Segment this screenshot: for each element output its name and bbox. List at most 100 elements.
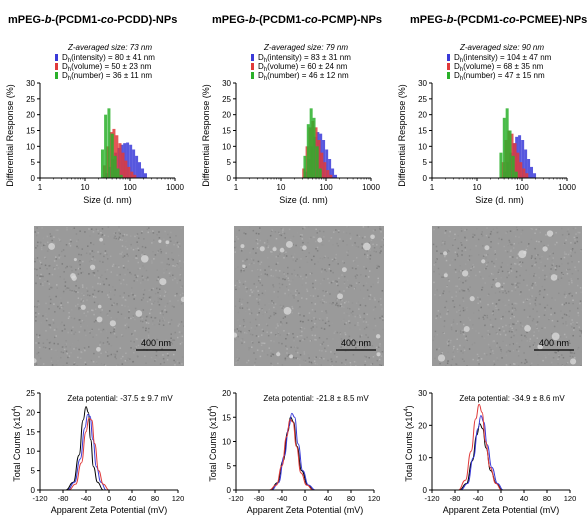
nanoparticle [180,296,184,303]
tem-image-2: 400 nm [234,226,384,366]
x-tick-label: 100 [319,183,333,192]
bar [317,140,321,178]
nanoparticle [140,254,149,263]
y-tick-label: 15 [222,413,231,422]
bar [130,171,134,178]
nanoparticle [317,237,323,243]
x-tick-label: 100 [123,183,137,192]
tem-background [34,226,184,366]
x-tick-label: -80 [254,494,265,503]
y-tick-label: 20 [26,111,35,120]
y-tick-label: 10 [222,438,231,447]
annotation: Z-averaged size: 90 nm [459,43,544,52]
x-tick-label: -40 [473,494,484,503]
x-tick-label: 10 [473,183,482,192]
y-tick-label: 25 [418,95,427,104]
panel-title-2: mPEG-b-(PCDM1-co-PCMP)-NPs [212,14,382,26]
zeta-curve [271,412,316,491]
x-tick-label: 80 [151,494,159,503]
bar [527,159,531,178]
zeta-curve [270,416,314,491]
legend-entry: Dh(volume) = 68 ± 35 nm [454,62,544,73]
y-tick-label: 15 [222,127,231,136]
nanoparticle [551,332,560,341]
bar [315,146,319,178]
y-tick-label: 10 [418,454,427,463]
nanoparticle [370,234,375,240]
x-tick-label: 0 [303,494,307,503]
zeta-chart-3: Zeta potential: -34.9 ± 8.6 mV 0 10 20 30 -12… [404,389,576,515]
nanoparticle [443,273,448,278]
nanoparticle [279,247,285,253]
bar [502,117,506,178]
y-axis-label: Total Counts (x104) [404,405,414,481]
nanoparticle [99,237,103,242]
y-tick-label: 0 [227,174,232,183]
y-tick-label: 0 [423,174,428,183]
zeta-curve [67,413,107,491]
x-axis-label: Apparent Zeta Potential (mV) [51,505,168,515]
bar [135,155,139,178]
bar [118,143,122,178]
x-tick-label: -80 [450,494,461,503]
legend-entry: Dh(number) = 36 ± 11 nm [62,71,152,82]
y-tick-label: 5 [31,158,36,167]
bar [116,168,120,178]
bar [516,152,520,178]
bar [318,168,322,178]
y-tick-label: 10 [26,447,35,456]
nanoparticle [159,278,167,286]
nanoparticle [376,352,381,357]
y-tick-label: 30 [26,79,35,88]
nanoparticle [537,343,543,350]
bar [326,170,330,178]
y-tick-label: 10 [418,142,427,151]
nanoparticle [461,270,469,277]
nanoparticle [289,354,293,359]
y-tick-label: 30 [418,389,427,398]
y-tick-label: 20 [222,389,231,398]
nanoparticle [550,274,558,281]
y-axis-label: Total Counts (x104) [12,405,22,481]
zeta-curve [458,403,502,491]
bar [306,124,310,178]
bar [119,174,123,178]
x-tick-label: 10 [277,183,286,192]
bar [303,155,307,178]
x-tick-label: 0 [107,494,111,503]
bar [519,162,523,178]
y-tick-label: 5 [227,462,232,471]
y-tick-label: 0 [423,486,428,495]
nanoparticle [276,352,281,357]
x-tick-label: 40 [520,494,528,503]
legend-swatch [55,72,58,79]
x-tick-label: 1000 [558,183,576,192]
x-tick-label: 40 [324,494,332,503]
bar [329,174,333,178]
bar [499,152,503,178]
y-tick-label: 15 [418,127,427,136]
legend-swatch [447,72,450,79]
nanoparticle [259,246,265,252]
nanoparticle [495,282,501,288]
x-tick-label: 120 [368,494,381,503]
y-tick-label: 30 [418,79,427,88]
nanoparticle [242,264,246,268]
y-tick-label: 15 [26,428,35,437]
bar [522,168,526,178]
x-tick-label: 100 [515,183,529,192]
nanoparticle [524,324,531,332]
y-axis-label: Total Counts (x104) [208,405,218,481]
y-axis-label: Differential Response (%) [201,84,211,186]
legend-entry: Dh(intensity) = 83 ± 31 nm [258,53,351,64]
x-tick-label: -80 [58,494,69,503]
bar [511,155,515,178]
legend-entry: Dh(intensity) = 104 ± 47 nm [454,53,552,64]
y-tick-label: 10 [26,142,35,151]
zeta-chart-2: Zeta potential: -21.8 ± 8.5 mV 0 5 10 15 20 -1… [208,389,381,515]
nanoparticle [362,242,371,251]
legend-swatch [251,54,254,61]
legend-entry: Dh(volume) = 60 ± 24 nm [258,62,348,73]
bar [521,140,525,178]
bar [320,152,324,178]
